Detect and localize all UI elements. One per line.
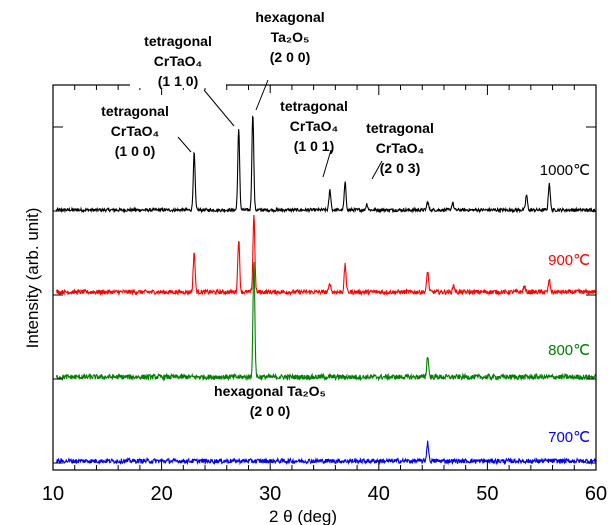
peak-annotation: tetragonal	[280, 98, 348, 114]
peak-annotation: CrTaO₄	[154, 53, 202, 69]
peak-annotation: CrTaO₄	[376, 140, 424, 156]
series-label: 1000℃	[540, 162, 590, 179]
x-tick-label: 30	[259, 483, 281, 505]
peak-annotation: CrTaO₄	[290, 118, 338, 134]
series-label: 800℃	[548, 342, 590, 359]
peak-annotation: Ta₂O₅	[271, 29, 310, 45]
peak-annotation: CrTaO₄	[111, 123, 159, 139]
peak-annotation: hexagonal	[255, 9, 324, 25]
series-label: 700℃	[548, 429, 590, 446]
peak-annotation: (2 0 0)	[250, 403, 290, 419]
peak-annotation: (2 0 0)	[270, 49, 310, 65]
x-tick-label: 40	[368, 483, 390, 505]
x-tick-label: 50	[476, 483, 498, 505]
x-axis-title: 2 θ (deg)	[269, 507, 337, 525]
series-line	[56, 262, 596, 379]
x-tick-label: 20	[150, 483, 172, 505]
peak-annotation: (2 0 3)	[380, 160, 420, 176]
peak-annotation: (1 1 0)	[158, 73, 198, 89]
x-tick-label: 10	[42, 483, 64, 505]
peak-annotation: tetragonal	[144, 33, 212, 49]
x-tick-label: 60	[585, 483, 607, 505]
peak-annotation: (1 0 0)	[115, 143, 155, 159]
series-label: 900℃	[548, 252, 590, 269]
peak-annotation: tetragonal	[101, 103, 169, 119]
series-line	[56, 441, 596, 464]
peak-annotation: hexagonal Ta₂O₅	[214, 383, 326, 399]
annotation-leader	[204, 90, 234, 126]
peak-annotations: tetragonal CrTaO₄ (1 0 0) tetragonal CrTaO₄ (…	[88, 4, 456, 423]
peak-annotation: (1 0 1)	[294, 138, 334, 154]
series-line	[56, 215, 596, 294]
y-axis-title: Intensity (arb. unit)	[23, 208, 42, 349]
peak-annotation: tetragonal	[366, 120, 434, 136]
